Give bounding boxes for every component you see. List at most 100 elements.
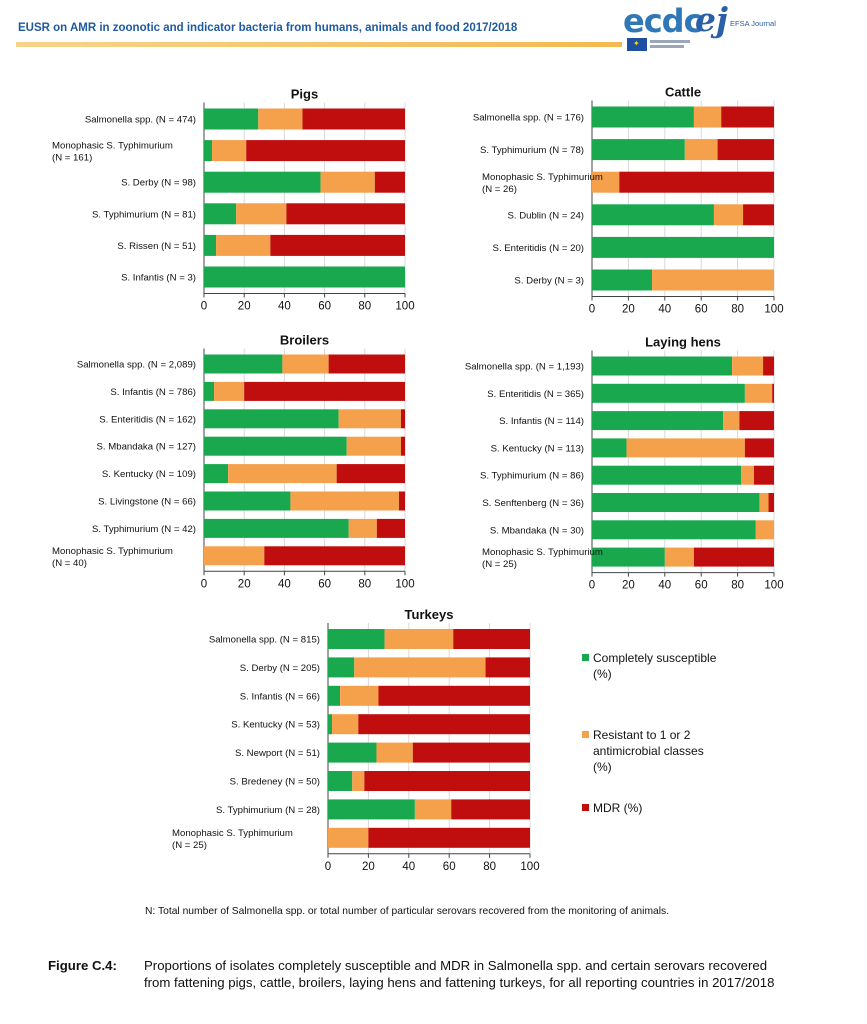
bar-segment: [204, 266, 405, 288]
category-label: S. Derby (N = 205): [240, 663, 320, 674]
x-tick-label: 60: [695, 304, 708, 316]
bar-segment: [328, 629, 385, 649]
bar-segment: [693, 106, 722, 128]
category-label: S. Infantis (N = 786): [110, 387, 196, 398]
bar-segment: [772, 383, 774, 403]
bar-segment: [204, 354, 283, 374]
bar-segment: [592, 236, 774, 258]
bar-segment: [204, 409, 339, 429]
bar-segment: [358, 714, 530, 735]
category-label: S. Rissen (N = 51): [117, 241, 196, 252]
bar-segment: [320, 171, 375, 193]
bar-segment: [290, 491, 399, 511]
bar-segment: [732, 356, 764, 376]
bar-segment: [258, 108, 303, 130]
legend-swatch-susceptible: [582, 654, 589, 661]
x-tick-label: 100: [764, 580, 783, 592]
bar-segment: [744, 383, 773, 403]
category-label: S. Enteritidis (N = 162): [99, 414, 196, 425]
bar-segment: [204, 171, 321, 193]
bar-segment: [352, 771, 365, 791]
bar-segment: [204, 546, 265, 566]
bar-segment: [451, 799, 530, 820]
bar-segment: [204, 203, 237, 225]
bar-segment: [626, 438, 745, 458]
category-label: S. Senftenberg (N = 36): [482, 498, 584, 509]
bar-segment: [376, 518, 405, 538]
bar-segment: [302, 108, 405, 130]
bar-segment: [204, 140, 213, 162]
bar-segment: [592, 356, 733, 376]
x-tick-label: 0: [201, 301, 207, 313]
bar-segment: [264, 546, 405, 566]
bar-segment: [414, 799, 452, 820]
bar-segment: [721, 106, 774, 128]
report-title: EUSR on AMR in zoonotic and indicator ba…: [18, 22, 518, 34]
bar-segment: [346, 436, 401, 456]
bar-segment: [340, 685, 379, 706]
bar-segment: [453, 629, 530, 649]
bar-segment: [328, 742, 377, 763]
x-tick-label: 20: [238, 301, 251, 313]
category-label: S. Infantis (N = 3): [121, 273, 196, 284]
header-rule: [16, 42, 622, 47]
x-tick-label: 80: [358, 301, 371, 313]
bar-segment: [204, 518, 349, 538]
bar-segment: [592, 204, 714, 226]
x-tick-label: 60: [695, 580, 708, 592]
bar-segment: [204, 464, 229, 484]
bar-segment: [270, 234, 405, 256]
bar-segment: [376, 742, 413, 763]
bar-segment: [286, 203, 405, 225]
category-label: Salmonella spp. (N = 474): [85, 115, 196, 126]
bar-segment: [204, 436, 347, 456]
bar-segment: [204, 491, 291, 511]
bar-segment: [759, 493, 769, 512]
category-label: Monophasic S. Typhimurium (N = 25): [172, 828, 293, 851]
bar-segment: [592, 438, 627, 458]
category-label: S. Enteritidis (N = 365): [487, 389, 584, 400]
x-tick-label: 80: [483, 861, 496, 873]
bar-segment: [717, 139, 774, 161]
chart-title: Cattle: [665, 85, 701, 100]
category-label: S. Newport (N = 51): [235, 748, 320, 759]
category-label: Salmonella spp. (N = 176): [473, 113, 584, 124]
bar-segment: [246, 140, 405, 162]
bar-segment: [328, 685, 341, 706]
x-tick-label: 100: [395, 578, 414, 590]
chart-title: Pigs: [291, 87, 318, 102]
footnote: N: Total number of Salmonella spp. or to…: [145, 906, 670, 917]
x-tick-label: 100: [764, 304, 783, 316]
bar-segment: [328, 354, 405, 374]
bar-segment: [338, 409, 401, 429]
category-label: S. Derby (N = 98): [121, 178, 196, 189]
bar-segment: [354, 657, 486, 678]
bar-segment: [398, 491, 405, 511]
bar-segment: [763, 356, 774, 376]
x-tick-label: 0: [589, 580, 595, 592]
bar-segment: [592, 547, 665, 567]
x-tick-label: 40: [402, 861, 415, 873]
x-tick-label: 20: [362, 861, 375, 873]
category-label: Monophasic S. Typhimurium (N = 161): [52, 141, 173, 164]
bar-segment: [713, 204, 744, 226]
bar-segment: [753, 465, 774, 485]
bar-segment: [282, 354, 329, 374]
bar-segment: [368, 827, 530, 848]
efsa-journal-label: EFSA Journal: [730, 19, 776, 28]
bar-segment: [592, 383, 745, 403]
category-label: S. Enteritidis (N = 20): [493, 243, 584, 254]
category-label: S. Kentucky (N = 113): [491, 443, 584, 454]
category-label: Monophasic S. Typhimurium (N = 26): [482, 172, 603, 195]
legend-label-susceptible: Completely susceptible (%): [593, 651, 717, 681]
bar-segment: [364, 771, 530, 791]
legend-swatch-resistant: [582, 731, 589, 738]
x-tick-label: 0: [589, 304, 595, 316]
category-label: S. Kentucky (N = 109): [102, 469, 196, 480]
x-tick-label: 0: [201, 578, 207, 590]
bar-segment: [768, 493, 774, 512]
x-tick-label: 80: [358, 578, 371, 590]
